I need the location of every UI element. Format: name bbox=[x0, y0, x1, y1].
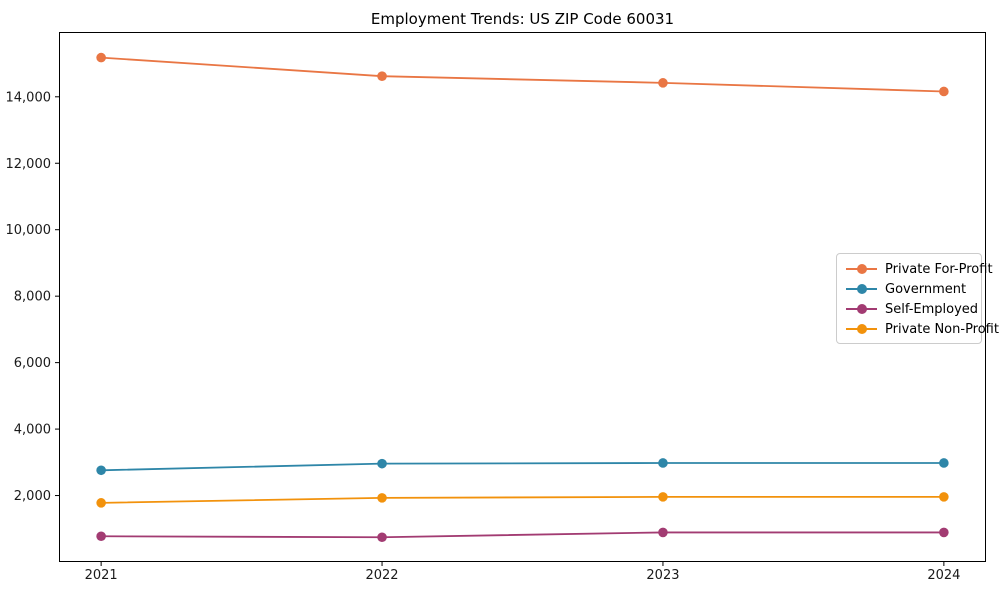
series-marker-self-employed bbox=[658, 527, 668, 538]
plot-border bbox=[59, 32, 986, 562]
legend-item-government: Government bbox=[846, 279, 973, 299]
series-line-government bbox=[100, 462, 945, 472]
series-line-private-non-profit bbox=[100, 495, 945, 504]
legend-marker-icon bbox=[846, 323, 877, 335]
legend: Private For-Profit Government Self-Employe… bbox=[836, 253, 999, 344]
series-marker-private-non-profit bbox=[658, 492, 668, 502]
legend-label: Government bbox=[885, 281, 967, 297]
x-tick-label: 2024 bbox=[927, 568, 960, 583]
series-marker-government bbox=[939, 458, 949, 468]
x-tick-label: 2021 bbox=[85, 568, 118, 583]
series-marker-private-non-profit bbox=[96, 498, 106, 508]
y-tick-label: 12,000 bbox=[6, 157, 52, 172]
series-marker-government bbox=[96, 465, 106, 476]
legend-label: Private Non-Profit bbox=[885, 321, 999, 337]
legend-marker-icon bbox=[846, 283, 877, 295]
legend-label: Private For-Profit bbox=[885, 261, 993, 277]
chart-title: Employment Trends: US ZIP Code 60031 bbox=[370, 10, 675, 28]
series-marker-private-for-profit bbox=[377, 71, 387, 81]
series-marker-private-non-profit bbox=[939, 492, 949, 502]
legend-item-private-non-profit: Private Non-Profit bbox=[846, 319, 999, 339]
series-marker-self-employed bbox=[939, 527, 949, 538]
series-marker-government bbox=[658, 458, 668, 468]
series-marker-private-non-profit bbox=[377, 493, 387, 503]
y-tick-label: 2,000 bbox=[14, 489, 51, 504]
legend-marker-icon bbox=[846, 263, 877, 275]
y-tick-label: 10,000 bbox=[6, 223, 52, 238]
legend-item-self-employed: Self-Employed bbox=[846, 299, 978, 319]
series-marker-private-for-profit bbox=[658, 78, 668, 88]
series-marker-private-for-profit bbox=[96, 52, 106, 63]
y-tick-label: 14,000 bbox=[6, 90, 52, 105]
legend-marker-icon bbox=[846, 303, 877, 315]
y-tick-label: 4,000 bbox=[14, 423, 51, 438]
y-tick-label: 6,000 bbox=[14, 356, 51, 371]
y-tick-label: 8,000 bbox=[14, 290, 51, 305]
series-line-private-for-profit bbox=[100, 56, 945, 93]
x-tick-label: 2023 bbox=[646, 568, 679, 583]
series-marker-government bbox=[377, 458, 387, 469]
series-marker-self-employed bbox=[377, 532, 387, 543]
legend-item-private-for-profit: Private For-Profit bbox=[846, 259, 993, 279]
series-marker-private-for-profit bbox=[939, 86, 949, 97]
series-line-self-employed bbox=[100, 531, 945, 539]
legend-label: Self-Employed bbox=[885, 301, 979, 317]
x-tick-label: 2022 bbox=[365, 568, 398, 583]
series-marker-self-employed bbox=[96, 531, 106, 542]
